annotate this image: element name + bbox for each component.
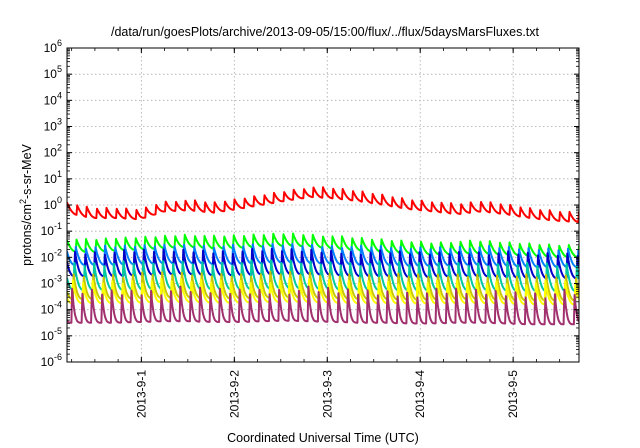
y-tick-label: 10-3 <box>41 274 62 291</box>
y-tick-label: 100 <box>44 195 62 212</box>
y-tick-label: 104 <box>44 90 62 107</box>
x-tick-label: 2013-9-4 <box>413 370 427 418</box>
y-axis-label-main: protons/cm <box>20 204 34 266</box>
chart-title: /data/run/goesPlots/archive/2013-09-05/1… <box>111 25 540 39</box>
y-tick-exponent: -3 <box>54 274 62 284</box>
y-tick-base: 10 <box>41 329 55 343</box>
x-tick-label: 2013-9-1 <box>134 370 148 418</box>
y-tick-label: 10-6 <box>41 352 62 369</box>
y-tick-exponent: 4 <box>57 90 62 100</box>
y-tick-exponent: -6 <box>54 352 62 362</box>
y-tick-exponent: 6 <box>57 38 62 48</box>
y-tick-base: 10 <box>44 120 58 134</box>
grid <box>67 48 579 362</box>
x-axis-label: Coordinated Universal Time (UTC) <box>227 431 419 445</box>
y-tick-label: 106 <box>44 38 62 55</box>
y-tick-base: 10 <box>44 67 58 81</box>
y-tick-label: 10-2 <box>41 247 62 264</box>
y-axis-label-unit: -s-sr-MeV <box>20 143 34 199</box>
y-tick-label: 103 <box>44 117 62 134</box>
y-tick-exponent: 3 <box>57 117 62 127</box>
y-tick-base: 10 <box>44 198 58 212</box>
y-tick-base: 10 <box>41 355 55 369</box>
x-tick-label: 2013-9-3 <box>320 370 334 418</box>
series-group <box>67 186 579 326</box>
y-tick-exponent: 0 <box>57 195 62 205</box>
series-line <box>67 186 579 224</box>
y-tick-base: 10 <box>44 146 58 160</box>
y-tick-exponent: -1 <box>54 221 62 231</box>
y-tick-exponent: 2 <box>57 143 62 153</box>
y-tick-label: 10-4 <box>41 300 62 317</box>
y-tick-base: 10 <box>44 93 58 107</box>
y-axis-label: protons/cm2-s-sr-MeV <box>18 143 34 265</box>
y-tick-exponent: -4 <box>54 300 62 310</box>
y-tick-exponent: -5 <box>54 326 62 336</box>
y-tick-label: 102 <box>44 143 62 160</box>
y-tick-base: 10 <box>41 250 55 264</box>
series-line <box>67 232 579 259</box>
y-tick-exponent: 1 <box>57 169 62 179</box>
y-tick-exponent: -2 <box>54 247 62 257</box>
y-tick-base: 10 <box>44 172 58 186</box>
y-axis-label-superscript: 2 <box>18 199 28 204</box>
y-tick-base: 10 <box>41 224 55 238</box>
series-line <box>67 285 579 326</box>
y-tick-label: 101 <box>44 169 62 186</box>
x-tick-label: 2013-9-2 <box>227 370 241 418</box>
y-tick-label: 10-5 <box>41 326 62 343</box>
y-axis: 10-610-510-410-310-210-11001011021031041… <box>41 38 579 369</box>
x-axis: 2013-9-1 2013-9-2 2013-9-3 2013-9-4 2013-9-5 <box>71 48 561 418</box>
y-tick-label: 105 <box>44 64 62 81</box>
x-tick-label: 2013-9-5 <box>506 370 520 418</box>
series-line <box>67 243 579 269</box>
series-line <box>67 277 579 306</box>
y-tick-base: 10 <box>41 303 55 317</box>
y-tick-exponent: 5 <box>57 64 62 74</box>
y-tick-base: 10 <box>41 277 55 291</box>
y-tick-base: 10 <box>44 41 58 55</box>
y-tick-label: 10-1 <box>41 221 62 238</box>
